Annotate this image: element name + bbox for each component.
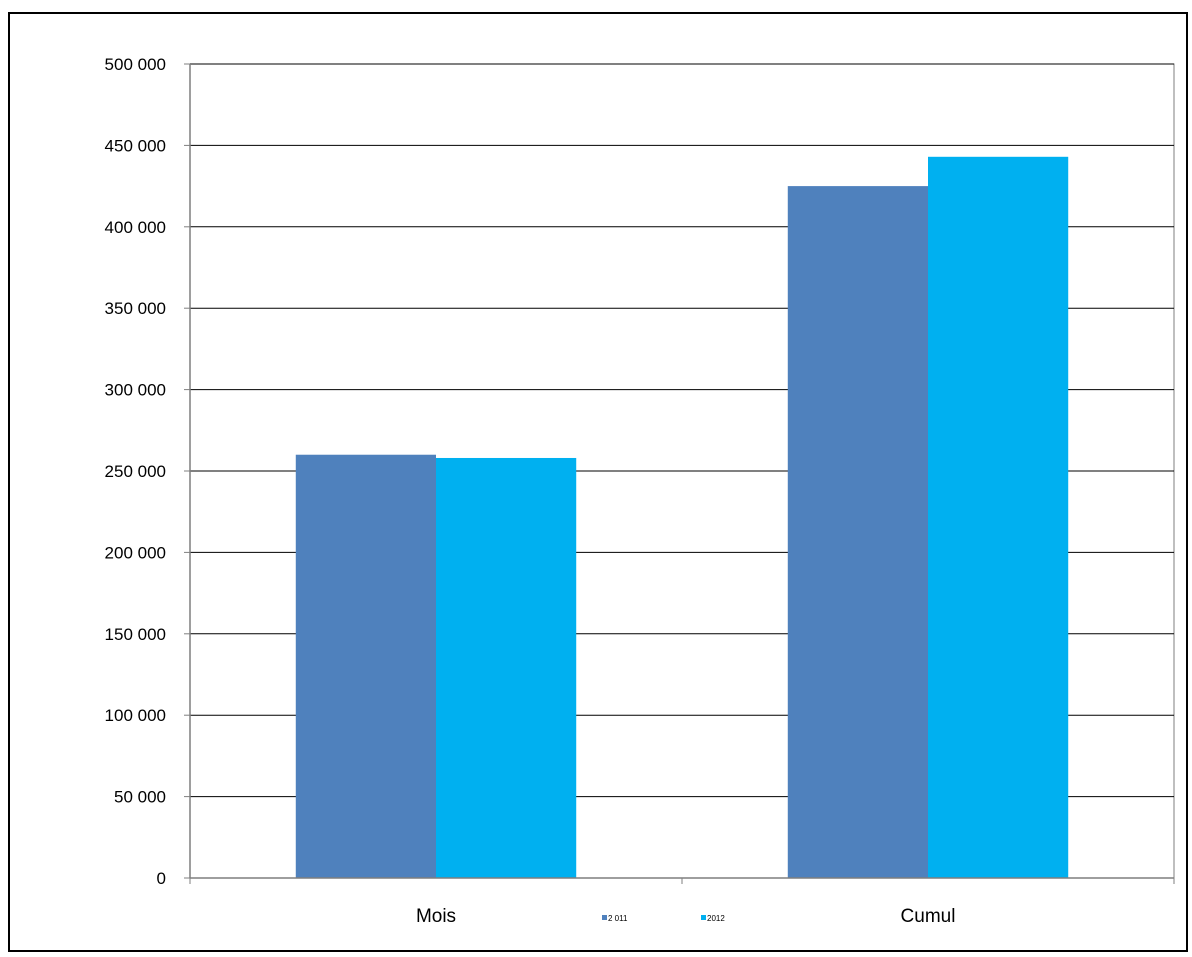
- y-tick-label: 0: [157, 869, 166, 888]
- y-tick-label: 100 000: [105, 706, 166, 725]
- legend-swatch-2012: [701, 915, 706, 920]
- y-tick-label: 200 000: [105, 543, 166, 562]
- y-tick-label: 350 000: [105, 299, 166, 318]
- y-tick-label: 500 000: [105, 55, 166, 74]
- x-category-label: Cumul: [901, 906, 956, 927]
- legend-swatch-2011: [602, 915, 607, 920]
- bar-mois-2012: [436, 457, 577, 878]
- legend-label: 2 011: [608, 914, 628, 923]
- bar-mois-2011: [295, 454, 436, 878]
- y-tick-label: 150 000: [105, 625, 166, 644]
- y-tick-label: 300 000: [105, 381, 166, 400]
- y-tick-label: 250 000: [105, 462, 166, 481]
- y-tick-label: 400 000: [105, 218, 166, 237]
- bar-cumul-2012: [928, 156, 1069, 878]
- y-tick-label: 50 000: [114, 788, 166, 807]
- x-category-label: Mois: [416, 906, 456, 927]
- bar-cumul-2011: [787, 186, 928, 879]
- legend-label: 2012: [707, 914, 725, 923]
- y-tick-label: 450 000: [105, 136, 166, 155]
